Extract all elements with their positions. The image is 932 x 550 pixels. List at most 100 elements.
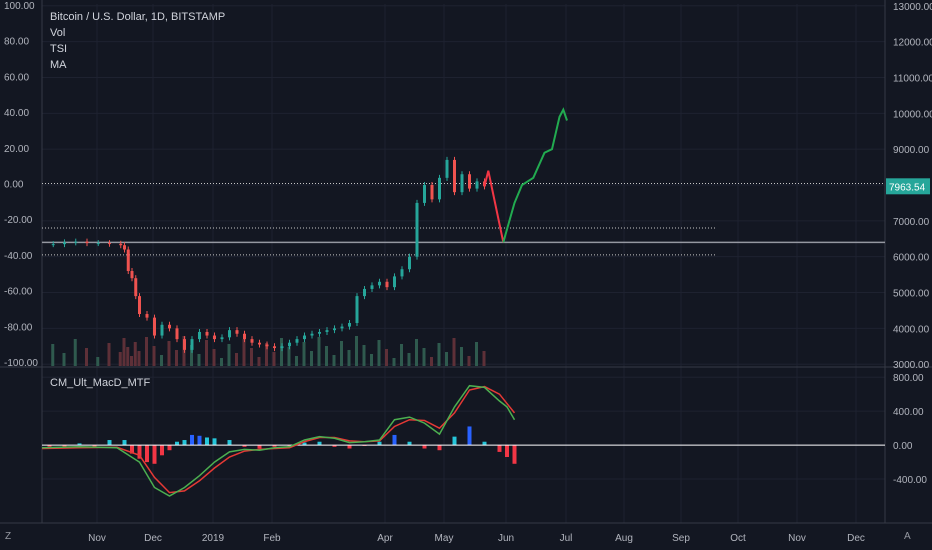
tsi-tick-label-0: -100.00 bbox=[4, 358, 38, 369]
volume-bar-23 bbox=[220, 358, 223, 366]
macd-histogram-bar-21 bbox=[272, 445, 277, 447]
macd-histogram-bar-32 bbox=[437, 445, 442, 451]
macd-histogram-bar-24 bbox=[317, 441, 322, 446]
macd-signal-line bbox=[41, 385, 516, 494]
candle-body-32 bbox=[288, 342, 291, 347]
candle-body-51 bbox=[430, 185, 434, 200]
macd-histogram-bar-31 bbox=[422, 445, 427, 449]
candle-body-13 bbox=[145, 314, 149, 318]
volume-bar-51 bbox=[430, 357, 433, 366]
candle-body-2 bbox=[63, 242, 66, 245]
candle-body-43 bbox=[370, 285, 374, 289]
macd-histogram-bar-5 bbox=[122, 440, 127, 446]
macd-histogram-bar-6 bbox=[130, 445, 134, 454]
candle-body-39 bbox=[340, 326, 344, 329]
price-tick-label-8: 11000.00 bbox=[893, 73, 932, 84]
candle-body-36 bbox=[318, 331, 321, 334]
macd-histogram-bar-15 bbox=[197, 435, 202, 446]
forecast-up-arrow bbox=[502, 107, 568, 243]
volume-bar-24 bbox=[227, 344, 231, 366]
volume-bar-19 bbox=[190, 345, 193, 366]
forecast-down-arrow bbox=[483, 170, 505, 243]
tsi-tick-label-2: -60.00 bbox=[4, 287, 33, 298]
volume-bar-54 bbox=[452, 338, 456, 366]
time-tick-label-7: Jul bbox=[560, 533, 573, 544]
volume-bar-27 bbox=[250, 348, 253, 366]
symbol-title[interactable]: Bitcoin / U.S. Dollar, 1D, BITSTAMP bbox=[50, 11, 226, 23]
timezone-icon[interactable]: Z bbox=[5, 531, 12, 542]
candle-body-41 bbox=[355, 296, 359, 323]
volume-bar-25 bbox=[235, 353, 238, 366]
candle-body-10 bbox=[130, 271, 134, 279]
macd-tick-label-3: 800.00 bbox=[893, 373, 924, 384]
candle-body-11 bbox=[134, 278, 138, 297]
volume-bar-46 bbox=[392, 358, 396, 366]
volume-bar-21 bbox=[205, 340, 208, 366]
volume-bar-31 bbox=[280, 338, 283, 366]
candle-body-8 bbox=[123, 245, 126, 250]
time-tick-label-12: Dec bbox=[847, 533, 865, 544]
candle-body-16 bbox=[168, 324, 171, 329]
volume-bar-20 bbox=[197, 354, 201, 366]
tsi-tick-label-1: -80.00 bbox=[4, 322, 33, 333]
tsi-tick-label-9: 80.00 bbox=[4, 37, 29, 48]
volume-bar-3 bbox=[73, 339, 77, 366]
candle-body-1 bbox=[51, 244, 55, 246]
candle-body-45 bbox=[385, 281, 389, 288]
price-tick-label-0: 3000.00 bbox=[893, 360, 930, 371]
candle-body-49 bbox=[415, 202, 419, 257]
auto-scale-icon[interactable]: A bbox=[904, 531, 911, 542]
volume-bar-55 bbox=[460, 347, 463, 366]
candle-body-12 bbox=[138, 296, 141, 315]
time-tick-label-3: Feb bbox=[263, 533, 281, 544]
candle-body-30 bbox=[273, 346, 276, 349]
volume-bar-30 bbox=[272, 352, 276, 366]
macd-histogram-bar-4 bbox=[107, 440, 112, 446]
price-tick-label-9: 12000.00 bbox=[893, 38, 932, 49]
candle-body-48 bbox=[408, 256, 411, 270]
candle-body-14 bbox=[153, 317, 156, 336]
macd-histogram-bar-28 bbox=[377, 441, 382, 446]
tsi-tick-label-3: -40.00 bbox=[4, 251, 33, 262]
volume-bar-57 bbox=[475, 342, 478, 366]
volume-bar-5 bbox=[96, 357, 100, 366]
macd-histogram-bar-35 bbox=[482, 441, 487, 446]
price-tick-label-6: 9000.00 bbox=[893, 145, 930, 156]
candle-body-37 bbox=[325, 330, 329, 332]
macd-histogram-bar-0 bbox=[47, 445, 52, 447]
macd-histogram-bar-3 bbox=[92, 445, 97, 448]
tsi-tick-label-10: 100.00 bbox=[4, 1, 35, 12]
time-tick-label-10: Oct bbox=[730, 533, 746, 544]
indicator-macd[interactable]: CM_Ult_MacD_MTF bbox=[50, 377, 151, 389]
macd-histogram-bar-23 bbox=[302, 442, 307, 446]
candle-body-26 bbox=[243, 333, 246, 340]
indicator-ma[interactable]: MA bbox=[50, 59, 67, 71]
last-price-label: 7963.54 bbox=[889, 182, 926, 193]
candle-body-20 bbox=[198, 331, 201, 340]
macd-histogram-bar-12 bbox=[175, 441, 179, 446]
candle-body-25 bbox=[235, 330, 239, 334]
indicator-tsi[interactable]: TSI bbox=[50, 43, 68, 55]
tsi-tick-label-5: 0.00 bbox=[4, 180, 24, 191]
volume-bar-34 bbox=[302, 342, 306, 366]
price-tick-label-4: 7000.00 bbox=[893, 217, 930, 228]
volume-bar-9 bbox=[126, 347, 130, 366]
volume-bar-41 bbox=[355, 336, 358, 366]
time-tick-label-11: Nov bbox=[788, 533, 806, 544]
candle-body-55 bbox=[460, 174, 464, 193]
macd-line bbox=[41, 384, 516, 497]
volume-bar-29 bbox=[265, 343, 268, 366]
candle-body-31 bbox=[280, 346, 284, 349]
macd-histogram-bar-29 bbox=[392, 434, 397, 446]
volume-bar-44 bbox=[377, 340, 381, 366]
macd-histogram-bar-8 bbox=[145, 445, 149, 463]
volume-bar-49 bbox=[415, 339, 418, 366]
macd-histogram-bar-18 bbox=[227, 440, 232, 446]
candle-body-19 bbox=[190, 339, 194, 350]
indicator-vol[interactable]: Vol bbox=[50, 27, 66, 39]
volume-bar-26 bbox=[242, 339, 246, 366]
volume-bar-17 bbox=[175, 350, 178, 366]
candle-body-4 bbox=[85, 241, 89, 244]
price-tick-label-10: 13000.00 bbox=[893, 2, 932, 13]
